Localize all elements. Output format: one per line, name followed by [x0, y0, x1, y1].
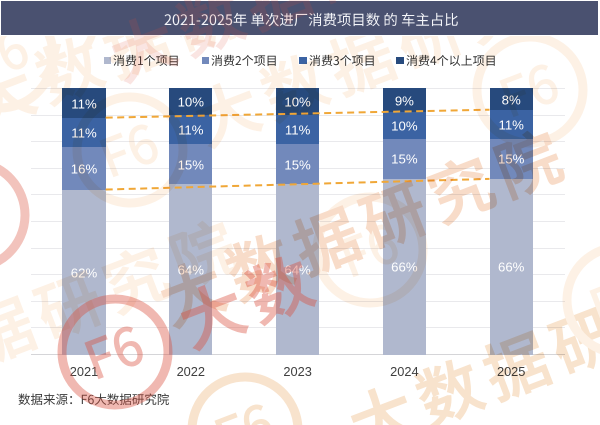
bar-2025-label-1: 66% [497, 259, 525, 275]
bar-2022-label-3: 11% [178, 122, 204, 138]
x-tick-2024: 2024 [390, 363, 419, 379]
bar-2025-label-4: 8% [501, 92, 521, 108]
bar-2024-label-4: 9% [394, 93, 414, 109]
bar-2024-label-1: 66% [391, 259, 418, 275]
bar-2023-label-3: 11% [284, 122, 311, 138]
bar-2021-label-1: 62% [70, 265, 98, 281]
bar-2023-label-1: 64% [284, 262, 311, 278]
bar-2024-label-3: 10% [391, 118, 418, 134]
bar-2022-label-4: 10% [177, 94, 204, 110]
x-tick-2021: 2021 [69, 363, 99, 379]
x-tick-2023: 2023 [283, 363, 312, 379]
x-axis-line [30, 354, 565, 356]
bar-2023-label-4: 10% [284, 94, 311, 110]
bar-2021-label-4: 11% [71, 96, 97, 112]
bar-2023-label-2: 15% [284, 157, 311, 173]
bar-2025-label-2: 15% [497, 151, 525, 167]
bar-2022-label-1: 64% [177, 262, 204, 278]
bar-2021-label-3: 11% [71, 125, 97, 141]
x-tick-2022: 2022 [176, 363, 206, 379]
bar-2025-label-3: 11% [498, 117, 524, 133]
bar-2022-label-2: 15% [177, 157, 204, 173]
x-tick-2025: 2025 [496, 363, 526, 379]
bar-2021-label-2: 16% [70, 161, 98, 177]
bar-2024-label-2: 15% [391, 151, 418, 167]
